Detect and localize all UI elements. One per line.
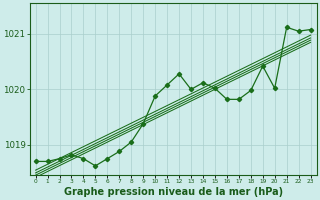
X-axis label: Graphe pression niveau de la mer (hPa): Graphe pression niveau de la mer (hPa) — [64, 187, 283, 197]
